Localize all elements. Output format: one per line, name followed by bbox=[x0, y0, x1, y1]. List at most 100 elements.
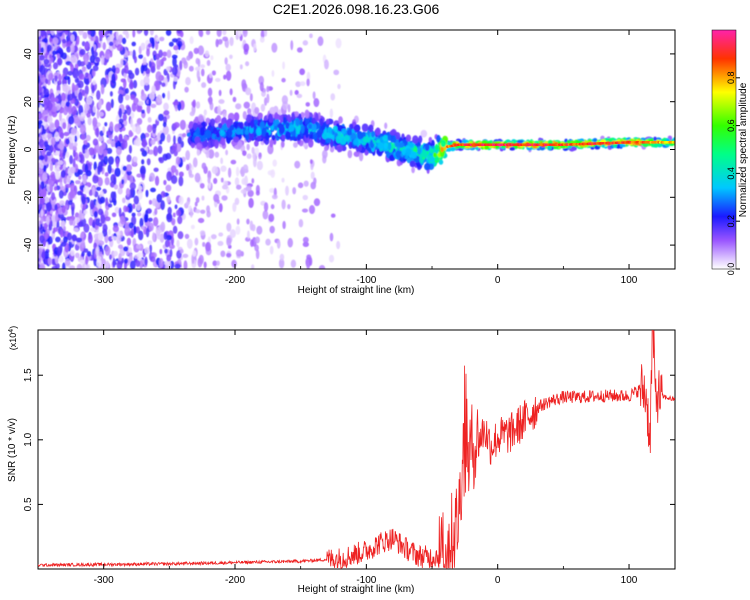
spectrogram-cell bbox=[47, 115, 53, 124]
colorbar-label: Normalized spectral amplitude bbox=[738, 82, 749, 217]
spectrogram-cell bbox=[234, 197, 240, 206]
spectrogram-cell bbox=[119, 215, 126, 225]
spectrogram-cell bbox=[214, 77, 221, 83]
spectrogram-cell bbox=[226, 252, 232, 258]
snr-line bbox=[38, 330, 675, 569]
spectrogram-cell bbox=[251, 146, 255, 154]
spectrogram-cell bbox=[216, 131, 220, 138]
spectrogram-cell bbox=[216, 260, 220, 266]
spectrogram-cell bbox=[40, 188, 47, 198]
spectrogram-cell bbox=[114, 206, 120, 214]
spectrogram-cell bbox=[140, 42, 146, 51]
spectrogram-cell bbox=[306, 78, 310, 87]
bottom-y-axis-label: SNR (10 * v/v) bbox=[7, 418, 18, 482]
spectrogram-cell bbox=[96, 259, 102, 268]
spectrogram-cell bbox=[440, 139, 447, 148]
spectrogram-cell bbox=[322, 149, 328, 159]
spectrogram-cell bbox=[254, 107, 260, 115]
spectrogram-cell bbox=[71, 127, 77, 136]
spectrogram-cell bbox=[58, 255, 64, 263]
spectrogram-cell bbox=[172, 101, 179, 106]
spectrogram-cell bbox=[387, 141, 392, 151]
spectrogram-cell bbox=[178, 176, 184, 187]
spectrogram-cell bbox=[89, 199, 94, 210]
spectrogram-cell bbox=[357, 131, 363, 140]
spectrogram-cell bbox=[226, 128, 233, 138]
spectrogram-cell bbox=[110, 98, 114, 109]
spectrogram-cell bbox=[144, 256, 148, 266]
spectrogram-cell bbox=[104, 216, 111, 222]
spectrogram-cell bbox=[68, 93, 74, 101]
spectrogram-cell bbox=[234, 177, 240, 186]
spectrogram-cell bbox=[167, 90, 171, 101]
spectrogram-cell bbox=[131, 212, 136, 217]
spectrogram-cell bbox=[192, 157, 198, 168]
spectrogram-cell bbox=[141, 109, 145, 114]
spectrogram-cell bbox=[141, 159, 145, 165]
spectrogram-cell bbox=[312, 91, 316, 100]
spectrogram-cell bbox=[55, 213, 59, 223]
spectrogram-cell bbox=[49, 162, 54, 172]
spectrogram-cell bbox=[509, 147, 516, 151]
spectrogram-cell bbox=[136, 30, 142, 35]
spectrogram-cell bbox=[72, 114, 80, 124]
spectrogram-cell bbox=[218, 232, 224, 237]
spectrogram-cell bbox=[40, 180, 45, 190]
spectrogram-cell bbox=[136, 244, 142, 250]
spectrogram-cell bbox=[195, 127, 200, 136]
spectrogram-cell bbox=[313, 98, 320, 108]
spectrogram-cell bbox=[124, 258, 128, 264]
spectrogram-cell bbox=[232, 202, 237, 213]
spectrogram-cell bbox=[119, 133, 123, 143]
spectrogram-cell bbox=[197, 217, 205, 224]
spectrogram-cell bbox=[170, 175, 178, 184]
spectrogram-cell bbox=[174, 263, 181, 269]
spectrogram-cell bbox=[221, 195, 228, 201]
spectrogram-cell bbox=[270, 169, 276, 178]
spectrogram-cell bbox=[76, 190, 83, 196]
spectrogram-cell bbox=[132, 80, 138, 89]
spectrogram-cell bbox=[38, 247, 43, 255]
spectrogram-cell bbox=[129, 260, 136, 269]
spectrogram-cell bbox=[91, 69, 96, 77]
spectrogram-cell bbox=[88, 147, 95, 156]
spectrogram-cell bbox=[153, 216, 159, 227]
spectrogram-cell bbox=[269, 225, 275, 234]
spectrogram-cell bbox=[318, 264, 326, 269]
spectrogram-cell bbox=[140, 147, 145, 153]
spectrogram-cell bbox=[650, 142, 654, 148]
y-multiplier: (x104) bbox=[8, 326, 18, 350]
spectrogram-cell bbox=[156, 94, 163, 104]
spectrogram-cell bbox=[208, 149, 215, 159]
spectrogram-cell bbox=[333, 69, 340, 76]
spectrogram-cell bbox=[113, 250, 118, 257]
spectrogram-cell bbox=[84, 163, 89, 174]
spectrogram-cell bbox=[128, 129, 133, 138]
spectrogram-cell bbox=[178, 171, 184, 177]
spectrogram-cell bbox=[300, 124, 305, 134]
spectrogram-cell bbox=[461, 139, 468, 144]
spectrogram-cell bbox=[248, 197, 254, 209]
spectrogram-cell bbox=[141, 138, 147, 148]
spectrogram-cell bbox=[211, 166, 219, 175]
spectrogram-cell bbox=[80, 112, 86, 117]
spectrogram-cell bbox=[128, 144, 132, 154]
spectrogram-cell bbox=[174, 204, 178, 210]
chart-title: C2E1.2026.098.16.23.G06 bbox=[272, 1, 440, 17]
spectrogram-cell bbox=[358, 152, 364, 162]
spectrogram-cell bbox=[139, 165, 146, 176]
spectrogram-cell bbox=[218, 89, 222, 97]
spectrogram-cell bbox=[79, 259, 85, 265]
spectrogram-cell bbox=[149, 256, 156, 263]
spectrogram-cell bbox=[314, 112, 319, 122]
spectrogram-cell bbox=[440, 146, 444, 153]
spectrogram-cell bbox=[251, 264, 255, 269]
spectrogram-cell bbox=[271, 69, 275, 77]
spectrogram-cell bbox=[103, 155, 108, 165]
spectrogram-cell bbox=[434, 143, 439, 151]
spectrogram-cell bbox=[155, 53, 160, 60]
spectrogram-cell bbox=[219, 130, 226, 137]
spectrogram-cell bbox=[154, 82, 161, 91]
spectrogram-cell bbox=[142, 56, 147, 67]
spectrogram-cell bbox=[183, 260, 188, 269]
